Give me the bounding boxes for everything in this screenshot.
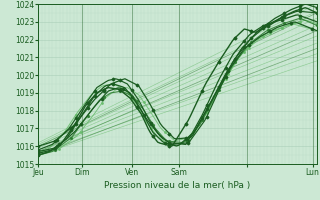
X-axis label: Pression niveau de la mer( hPa ): Pression niveau de la mer( hPa ) <box>104 181 251 190</box>
